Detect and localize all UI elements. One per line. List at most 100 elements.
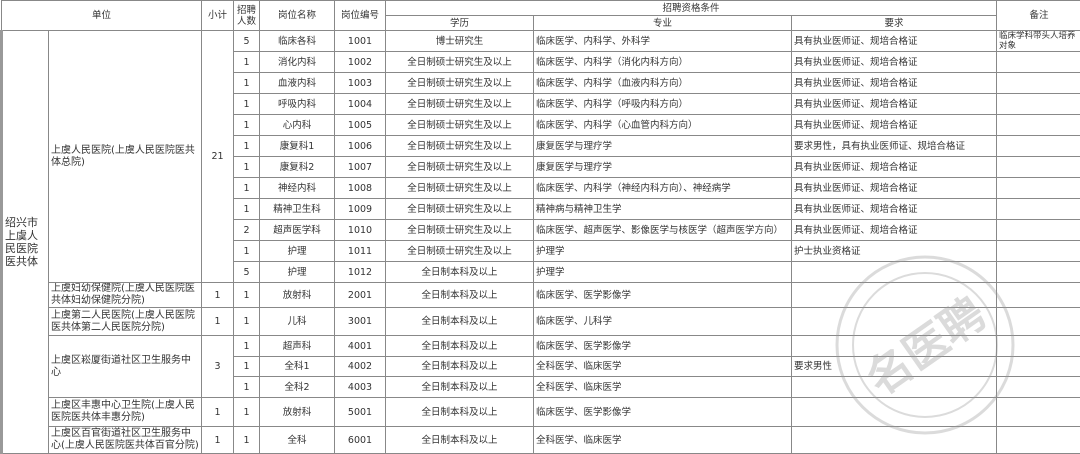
header-position-code: 岗位编号 — [335, 1, 386, 31]
position-name: 护理 — [260, 241, 335, 262]
major: 临床医学、内科学（心血管内科方向） — [534, 115, 792, 136]
major: 康复医学与理疗学 — [534, 136, 792, 157]
education: 全日制本科及以上 — [386, 377, 534, 398]
remark — [997, 377, 1080, 398]
hire-count: 1 — [234, 427, 260, 454]
requirement — [792, 336, 997, 357]
unit-subtotal: 1 — [202, 308, 234, 336]
header-unit: 单位 — [2, 1, 202, 31]
remark — [997, 336, 1080, 357]
unit-name: 上虞区崧厦街道社区卫生服务中心 — [49, 336, 202, 398]
hire-count: 1 — [234, 308, 260, 336]
education: 全日制本科及以上 — [386, 308, 534, 336]
position-code: 6001 — [335, 427, 386, 454]
position-name: 儿科 — [260, 308, 335, 336]
header-requirement: 要求 — [792, 16, 997, 31]
education: 全日制硕士研究生及以上 — [386, 52, 534, 73]
remark — [997, 241, 1080, 262]
hire-count: 5 — [234, 31, 260, 52]
position-code: 1003 — [335, 73, 386, 94]
remark — [997, 178, 1080, 199]
major: 临床医学、内科学（消化内科方向） — [534, 52, 792, 73]
education: 全日制硕士研究生及以上 — [386, 136, 534, 157]
position-code: 1006 — [335, 136, 386, 157]
hire-count: 1 — [234, 398, 260, 427]
unit-subtotal: 3 — [202, 336, 234, 398]
requirement: 要求男性 — [792, 357, 997, 377]
position-name: 康复科2 — [260, 157, 335, 178]
position-name: 超声科 — [260, 336, 335, 357]
remark — [997, 283, 1080, 308]
remark — [997, 262, 1080, 283]
requirement — [792, 377, 997, 398]
requirement: 具有执业医师证、规培合格证 — [792, 94, 997, 115]
major: 护理学 — [534, 262, 792, 283]
position-name: 放射科 — [260, 283, 335, 308]
unit-subtotal: 21 — [202, 31, 234, 283]
education: 全日制本科及以上 — [386, 262, 534, 283]
unit-name: 上虞区百官街道社区卫生服务中心(上虞人民医院医共体百官分院) — [49, 427, 202, 454]
requirement: 具有执业医师证、规培合格证 — [792, 115, 997, 136]
major: 临床医学、医学影像学 — [534, 283, 792, 308]
education: 全日制硕士研究生及以上 — [386, 115, 534, 136]
position-code: 1005 — [335, 115, 386, 136]
header-hire-count: 招聘人数 — [234, 1, 260, 31]
position-name: 神经内科 — [260, 178, 335, 199]
education: 全日制硕士研究生及以上 — [386, 94, 534, 115]
hire-count: 1 — [234, 199, 260, 220]
requirement — [792, 427, 997, 454]
major: 临床医学、医学影像学 — [534, 336, 792, 357]
remark — [997, 115, 1080, 136]
major: 全科医学、临床医学 — [534, 427, 792, 454]
major: 临床医学、医学影像学 — [534, 398, 792, 427]
unit-subtotal: 1 — [202, 427, 234, 454]
hire-count: 1 — [234, 52, 260, 73]
education: 全日制本科及以上 — [386, 336, 534, 357]
hire-count: 1 — [234, 115, 260, 136]
position-code: 5001 — [335, 398, 386, 427]
major: 临床医学、超声医学、影像医学与核医学（超声医学方向） — [534, 220, 792, 241]
header-subtotal: 小计 — [202, 1, 234, 31]
position-code: 1009 — [335, 199, 386, 220]
hire-count: 5 — [234, 262, 260, 283]
position-name: 全科2 — [260, 377, 335, 398]
requirement: 具有执业医师证、规培合格证 — [792, 73, 997, 94]
education: 全日制硕士研究生及以上 — [386, 199, 534, 220]
remark — [997, 157, 1080, 178]
position-name: 消化内科 — [260, 52, 335, 73]
major: 护理学 — [534, 241, 792, 262]
header-qualifications: 招聘资格条件 — [386, 1, 997, 16]
position-name: 血液内科 — [260, 73, 335, 94]
position-name: 心内科 — [260, 115, 335, 136]
header-remarks: 备注 — [997, 1, 1080, 31]
hire-count: 1 — [234, 241, 260, 262]
requirement: 具有执业医师证、规培合格证 — [792, 52, 997, 73]
hire-count: 1 — [234, 73, 260, 94]
hire-count: 1 — [234, 178, 260, 199]
remark — [997, 308, 1080, 336]
position-name: 护理 — [260, 262, 335, 283]
hire-count: 1 — [234, 157, 260, 178]
major: 临床医学、内科学、外科学 — [534, 31, 792, 52]
major: 临床医学、儿科学 — [534, 308, 792, 336]
requirement: 要求男性，具有执业医师证、规培合格证 — [792, 136, 997, 157]
major: 康复医学与理疗学 — [534, 157, 792, 178]
position-code: 1011 — [335, 241, 386, 262]
remark — [997, 136, 1080, 157]
remark — [997, 357, 1080, 377]
hire-count: 2 — [234, 220, 260, 241]
education: 全日制硕士研究生及以上 — [386, 241, 534, 262]
unit-name: 上虞第二人民医院(上虞人民医院医共体第二人民医院分院) — [49, 308, 202, 336]
hire-count: 1 — [234, 336, 260, 357]
unit-name: 上虞人民医院(上虞人民医院医共体总院) — [49, 31, 202, 283]
position-code: 1010 — [335, 220, 386, 241]
remark — [997, 73, 1080, 94]
requirement: 具有执业医师证、规培合格证 — [792, 178, 997, 199]
requirement: 具有执业医师证、规培合格证 — [792, 220, 997, 241]
